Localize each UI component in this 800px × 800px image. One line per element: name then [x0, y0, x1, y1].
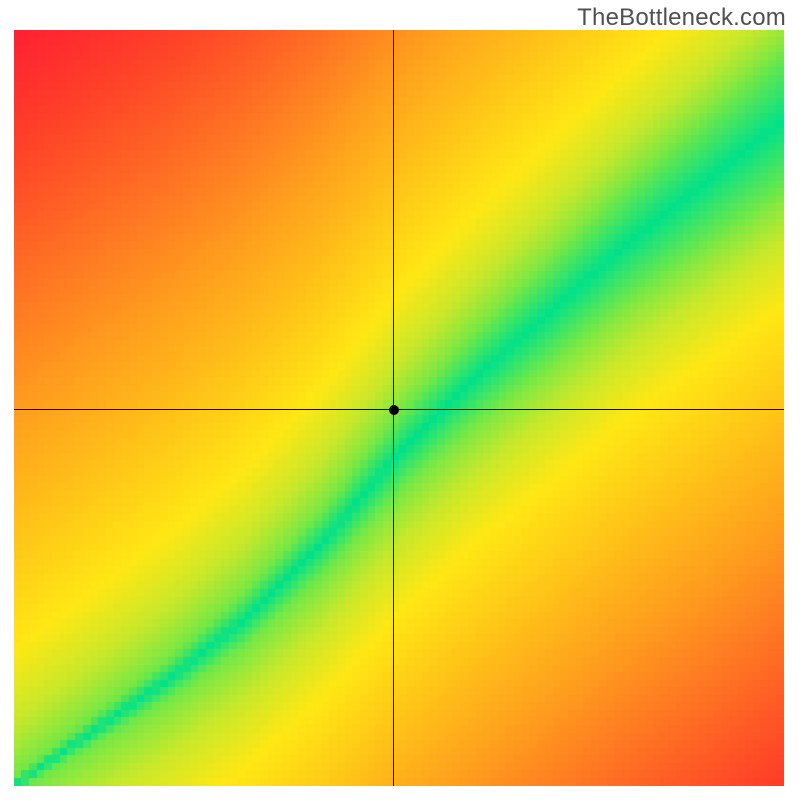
selection-marker [389, 405, 399, 415]
watermark: TheBottleneck.com [577, 4, 786, 32]
crosshair-horizontal [14, 409, 784, 410]
bottleneck-heatmap [14, 30, 784, 786]
heatmap-canvas [14, 30, 784, 786]
